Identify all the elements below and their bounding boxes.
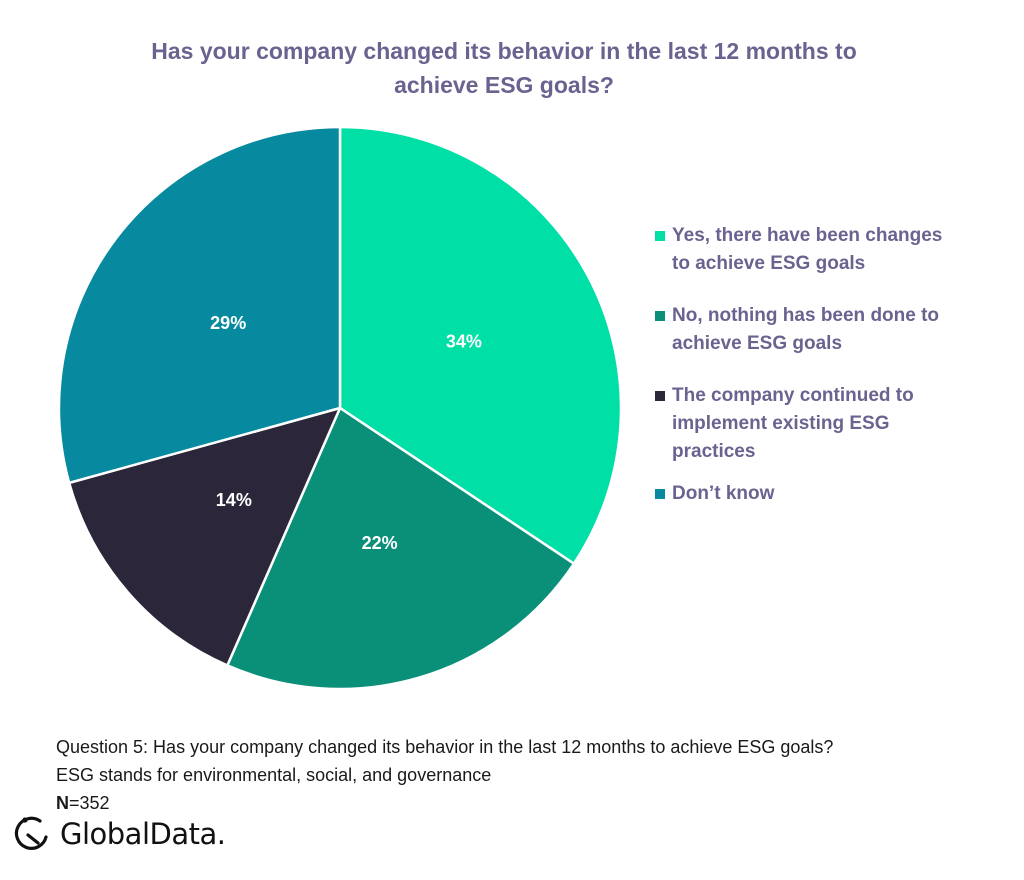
pie-data-label: 14%: [216, 490, 252, 510]
legend-item: Yes, there have been changes to achieve E…: [655, 222, 975, 278]
legend-label-line: Yes, there have been changes: [672, 225, 943, 246]
pie-data-label: 22%: [362, 533, 398, 553]
legend-label-line: practices: [672, 441, 756, 462]
legend-item: Don’t know: [655, 480, 975, 508]
pie-data-label: 29%: [210, 313, 246, 333]
chart-title-line-1: Has your company changed its behavior in…: [151, 38, 857, 64]
footnote: Question 5: Has your company changed its…: [56, 733, 833, 817]
pie-slice: [57, 125, 342, 485]
sample-size-label: N: [56, 793, 69, 813]
legend-label-line: No, nothing has been done to: [672, 305, 940, 326]
legend-label-line: Don’t know: [672, 483, 775, 504]
pie-slice: [67, 406, 342, 667]
legend-label-line: implement existing ESG: [672, 413, 890, 434]
legend-label-line: to achieve ESG goals: [672, 253, 866, 274]
chart-title-line-2: achieve ESG goals?: [394, 72, 614, 98]
legend-swatch: [655, 391, 665, 401]
footnote-question: Question 5: Has your company changed its…: [56, 737, 834, 757]
globaldata-logo-icon: [14, 816, 48, 850]
footnote-definition: ESG stands for environmental, social, an…: [56, 765, 492, 785]
legend-item: No, nothing has been done to achieve ESG …: [655, 302, 975, 358]
globaldata-logo-text: GlobalData.: [60, 817, 226, 851]
legend-label-line: The company continued to: [672, 385, 914, 406]
chart-title: Has your company changed its behavior in…: [0, 34, 1008, 102]
legend-swatch: [655, 311, 665, 321]
pie-data-label: 34%: [446, 332, 482, 352]
legend-swatch: [655, 231, 665, 241]
sample-size: N=352: [56, 789, 833, 817]
sample-size-value: =352: [69, 793, 110, 813]
chart-legend: Yes, there have been changes to achieve E…: [655, 222, 975, 532]
legend-label-line: achieve ESG goals: [672, 333, 843, 354]
globaldata-logo: GlobalData.: [12, 812, 226, 856]
pie-slice: [226, 406, 576, 691]
legend-swatch: [655, 489, 665, 499]
legend-item: The company continued to implement existi…: [655, 382, 975, 466]
